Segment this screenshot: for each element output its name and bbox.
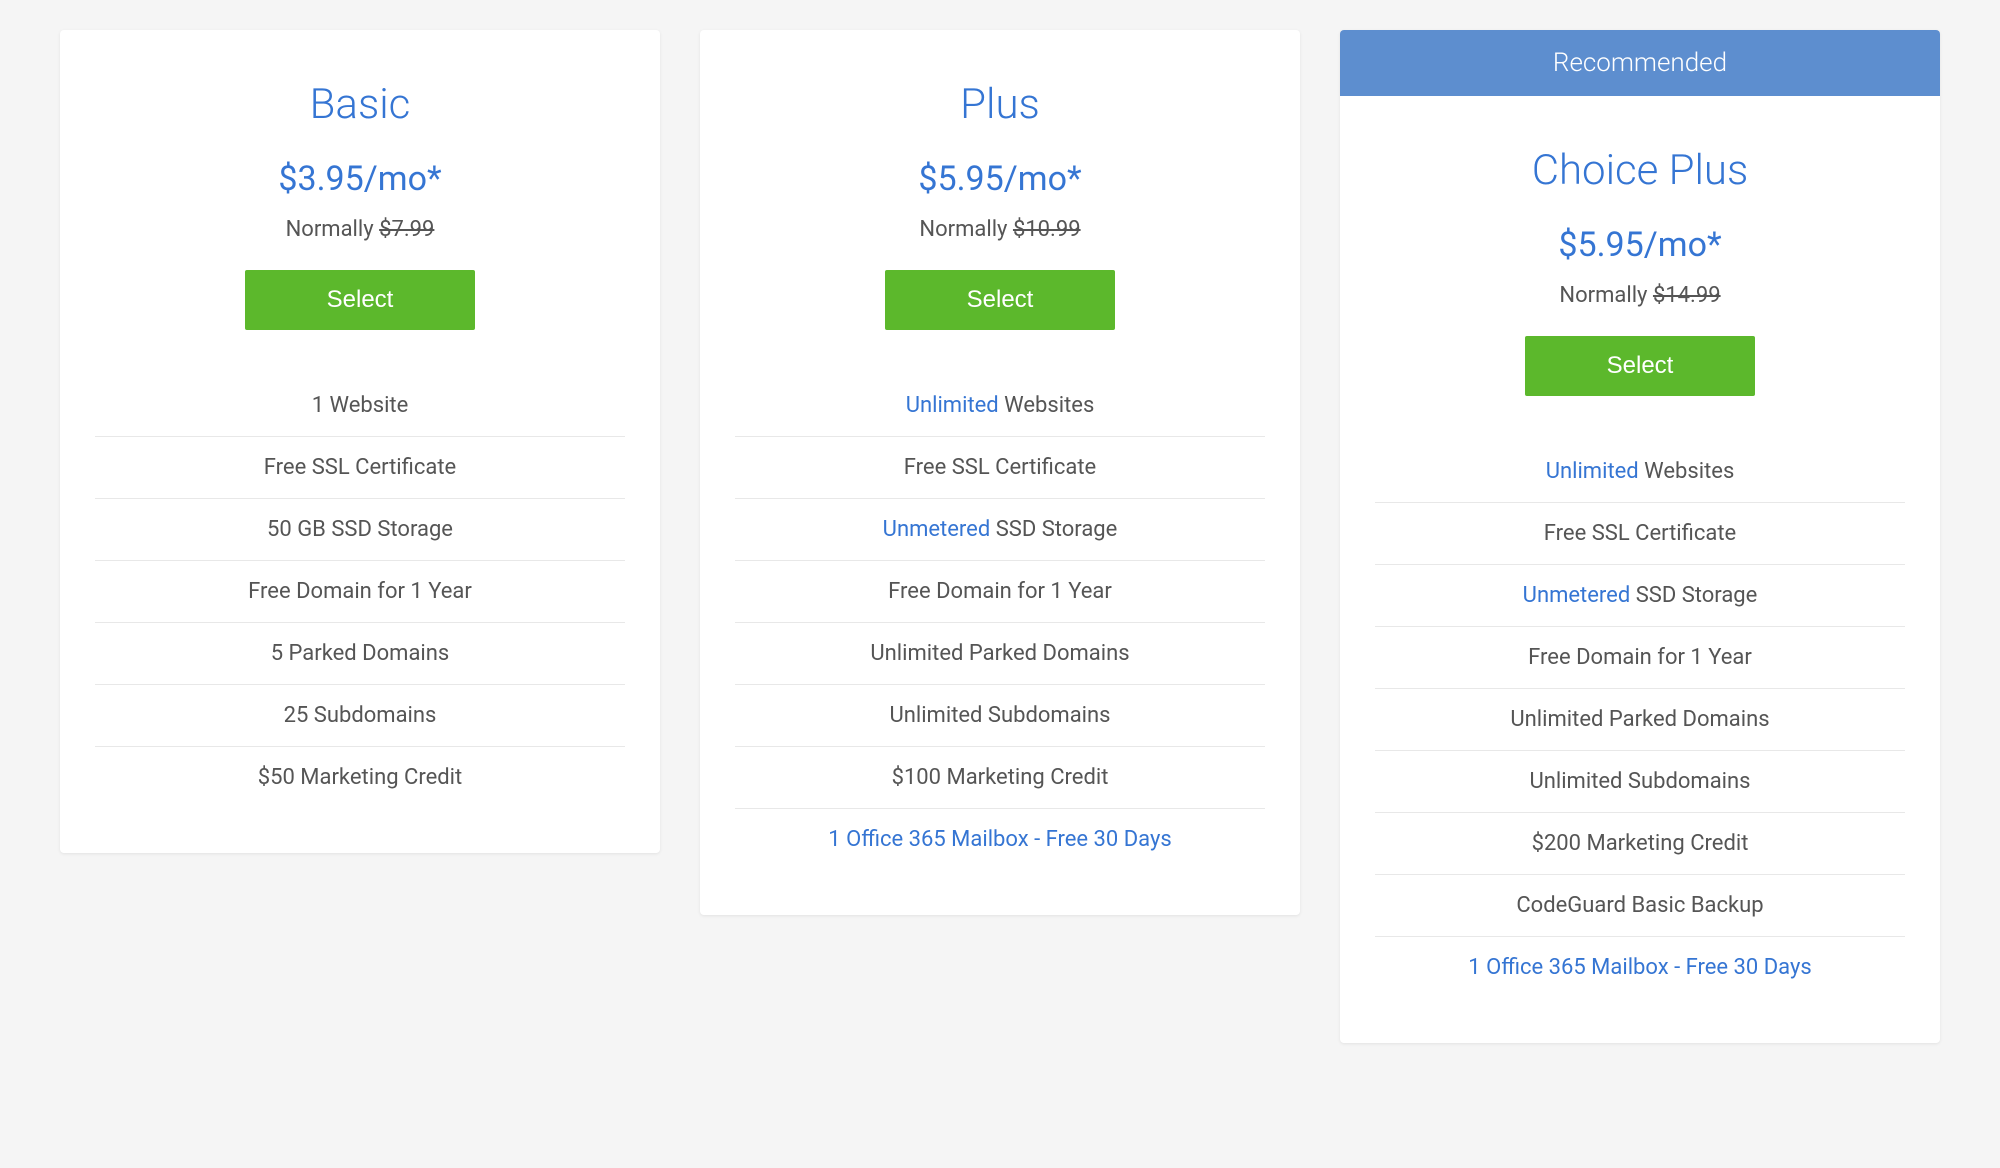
features-list: Unlimited Websites Free SSL Certificate Un…	[1340, 426, 1940, 1043]
plan-name: Plus	[740, 80, 1260, 129]
recommended-banner: Recommended	[1340, 30, 1940, 96]
select-button-basic[interactable]: Select	[245, 270, 475, 330]
feature-text: Free Domain for 1 Year	[248, 579, 472, 604]
pricing-card-basic: Basic $3.95/mo* Normally $7.99 Select 1 Webs…	[60, 30, 660, 853]
card-header: Choice Plus $5.95/mo* Normally $14.99 Selec…	[1340, 96, 1940, 426]
feature-item: $50 Marketing Credit	[95, 747, 625, 808]
feature-text: 50 GB SSD Storage	[267, 517, 453, 542]
feature-item: Unlimited Parked Domains	[735, 623, 1265, 685]
feature-item: Free Domain for 1 Year	[95, 561, 625, 623]
feature-item: Free SSL Certificate	[1375, 503, 1905, 565]
feature-text: Free SSL Certificate	[264, 455, 456, 480]
normally-label: Normally	[1559, 283, 1647, 308]
feature-text: Unlimited Parked Domains	[1510, 707, 1769, 732]
feature-text: 25 Subdomains	[284, 703, 437, 728]
feature-text: 1 Office 365 Mailbox - Free 30 Days	[1468, 955, 1812, 980]
feature-item: 1 Office 365 Mailbox - Free 30 Days	[1375, 937, 1905, 998]
feature-text: Free SSL Certificate	[1544, 521, 1736, 546]
plan-normal-price: Normally $14.99	[1380, 283, 1900, 308]
features-list: 1 Website Free SSL Certificate 50 GB SSD S…	[60, 360, 660, 853]
feature-text: SSD Storage	[990, 517, 1117, 542]
feature-item: Unlimited Subdomains	[1375, 751, 1905, 813]
plan-price: $5.95/mo*	[1380, 225, 1900, 265]
feature-text: 1 Website	[312, 393, 409, 418]
feature-item: 50 GB SSD Storage	[95, 499, 625, 561]
feature-item: Free SSL Certificate	[735, 437, 1265, 499]
feature-item: Unlimited Parked Domains	[1375, 689, 1905, 751]
feature-text: Unlimited Parked Domains	[870, 641, 1129, 666]
normally-label: Normally	[286, 217, 374, 242]
card-header: Plus $5.95/mo* Normally $10.99 Select	[700, 30, 1300, 360]
feature-text: Unlimited Subdomains	[1529, 769, 1750, 794]
feature-text: SSD Storage	[1630, 583, 1757, 608]
feature-item: $200 Marketing Credit	[1375, 813, 1905, 875]
feature-text: $100 Marketing Credit	[892, 765, 1109, 790]
feature-text: 1 Office 365 Mailbox - Free 30 Days	[828, 827, 1172, 852]
plan-normal-price: Normally $10.99	[740, 217, 1260, 242]
feature-text: $50 Marketing Credit	[258, 765, 462, 790]
feature-item: Unlimited Subdomains	[735, 685, 1265, 747]
feature-highlight: Unlimited	[906, 393, 999, 418]
pricing-card-choice-plus: Recommended Choice Plus $5.95/mo* Normally …	[1340, 30, 1940, 1043]
plan-price: $5.95/mo*	[740, 159, 1260, 199]
feature-item: Free SSL Certificate	[95, 437, 625, 499]
original-price: $7.99	[379, 217, 434, 242]
original-price: $10.99	[1013, 217, 1081, 242]
feature-item: Unmetered SSD Storage	[1375, 565, 1905, 627]
feature-item: Unmetered SSD Storage	[735, 499, 1265, 561]
features-list: Unlimited Websites Free SSL Certificate Un…	[700, 360, 1300, 915]
select-button-plus[interactable]: Select	[885, 270, 1115, 330]
feature-item: Free Domain for 1 Year	[1375, 627, 1905, 689]
feature-highlight: Unmetered	[883, 517, 991, 542]
card-header: Basic $3.95/mo* Normally $7.99 Select	[60, 30, 660, 360]
feature-text: $200 Marketing Credit	[1532, 831, 1749, 856]
feature-highlight: Unmetered	[1523, 583, 1631, 608]
normally-label: Normally	[919, 217, 1007, 242]
feature-item: 1 Website	[95, 375, 625, 437]
feature-text: Free Domain for 1 Year	[1528, 645, 1752, 670]
pricing-card-plus: Plus $5.95/mo* Normally $10.99 Select Unlimi…	[700, 30, 1300, 915]
feature-item: 1 Office 365 Mailbox - Free 30 Days	[735, 809, 1265, 870]
plan-price: $3.95/mo*	[100, 159, 620, 199]
feature-item: $100 Marketing Credit	[735, 747, 1265, 809]
original-price: $14.99	[1653, 283, 1721, 308]
plan-name: Basic	[100, 80, 620, 129]
feature-item: 5 Parked Domains	[95, 623, 625, 685]
feature-text: 5 Parked Domains	[271, 641, 450, 666]
feature-text: Free Domain for 1 Year	[888, 579, 1112, 604]
feature-item: 25 Subdomains	[95, 685, 625, 747]
plan-normal-price: Normally $7.99	[100, 217, 620, 242]
pricing-container: Basic $3.95/mo* Normally $7.99 Select 1 Webs…	[30, 30, 1970, 1043]
feature-text: Websites	[1639, 459, 1735, 484]
feature-item: Unlimited Websites	[735, 375, 1265, 437]
feature-item: CodeGuard Basic Backup	[1375, 875, 1905, 937]
feature-item: Unlimited Websites	[1375, 441, 1905, 503]
feature-highlight: Unlimited	[1546, 459, 1639, 484]
feature-text: Websites	[999, 393, 1095, 418]
feature-text: CodeGuard Basic Backup	[1516, 893, 1763, 918]
feature-text: Unlimited Subdomains	[889, 703, 1110, 728]
select-button-choice-plus[interactable]: Select	[1525, 336, 1755, 396]
feature-item: Free Domain for 1 Year	[735, 561, 1265, 623]
plan-name: Choice Plus	[1380, 146, 1900, 195]
feature-text: Free SSL Certificate	[904, 455, 1096, 480]
